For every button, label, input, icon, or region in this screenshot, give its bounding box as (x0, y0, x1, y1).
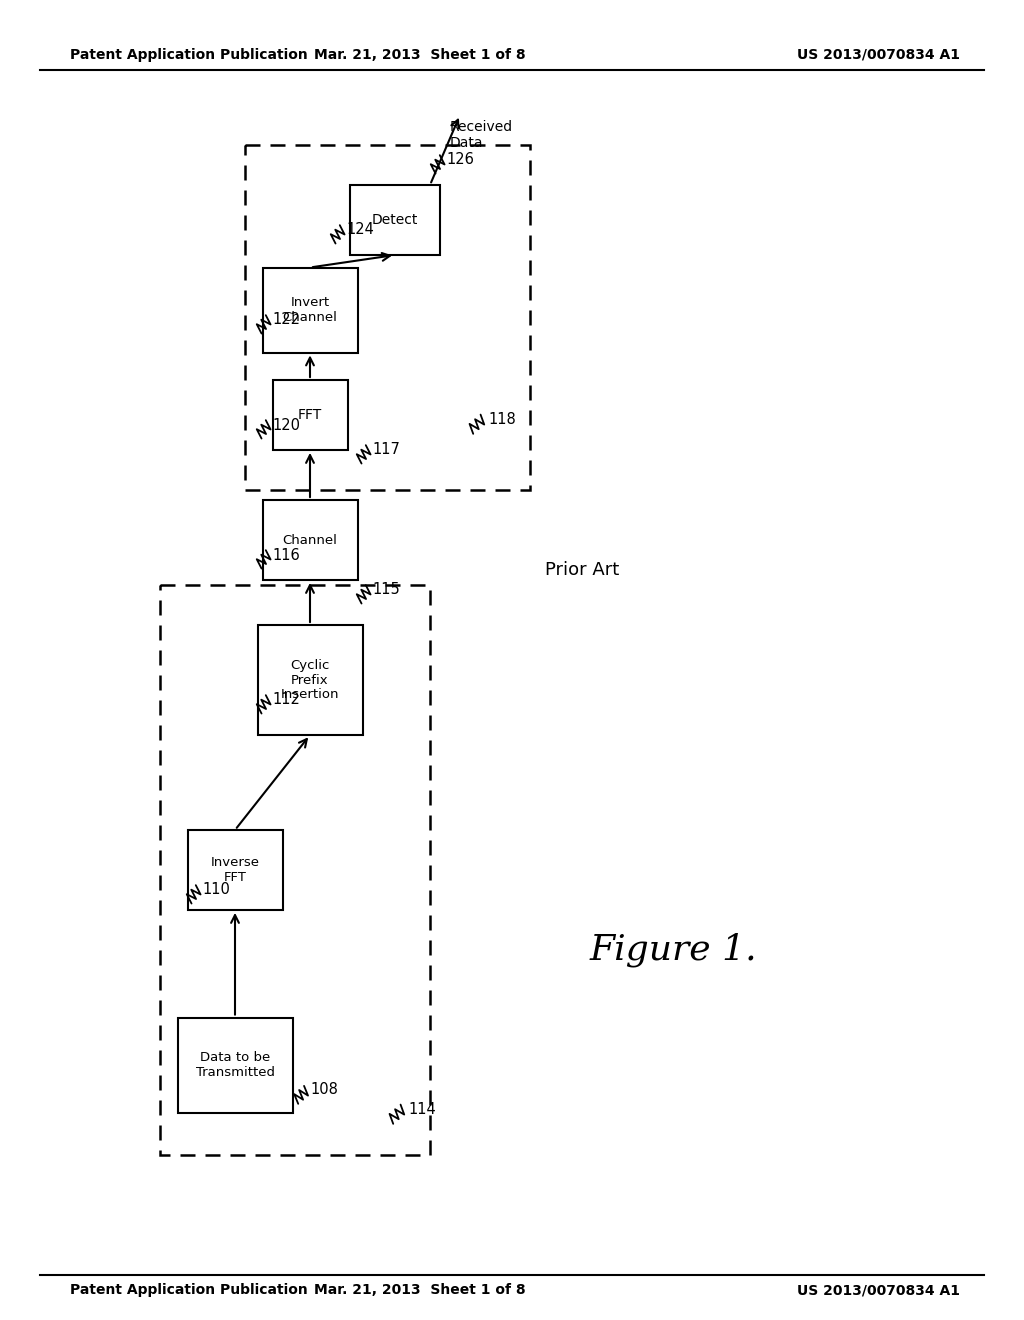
Text: Figure 1.: Figure 1. (590, 933, 758, 968)
Text: Channel: Channel (283, 533, 338, 546)
Text: Patent Application Publication: Patent Application Publication (70, 48, 308, 62)
Text: 112: 112 (272, 693, 300, 708)
Text: Inverse
FFT: Inverse FFT (211, 855, 259, 884)
Text: Detect: Detect (372, 213, 418, 227)
Text: Data to be
Transmitted: Data to be Transmitted (196, 1051, 274, 1078)
Text: US 2013/0070834 A1: US 2013/0070834 A1 (797, 48, 961, 62)
Text: Invert
Channel: Invert Channel (283, 296, 338, 323)
Text: 124: 124 (346, 223, 374, 238)
Text: 117: 117 (372, 442, 400, 458)
FancyBboxPatch shape (262, 268, 357, 352)
Text: 116: 116 (272, 548, 300, 562)
Text: 120: 120 (272, 417, 300, 433)
Text: Mar. 21, 2013  Sheet 1 of 8: Mar. 21, 2013 Sheet 1 of 8 (314, 48, 525, 62)
FancyBboxPatch shape (272, 380, 347, 450)
FancyBboxPatch shape (350, 185, 440, 255)
Text: 126: 126 (446, 153, 474, 168)
Text: 108: 108 (310, 1082, 338, 1097)
Text: FFT: FFT (298, 408, 323, 422)
Text: 122: 122 (272, 313, 300, 327)
Text: 118: 118 (488, 412, 516, 428)
Text: Cyclic
Prefix
Insertion: Cyclic Prefix Insertion (281, 659, 339, 701)
FancyBboxPatch shape (262, 500, 357, 579)
Text: 114: 114 (408, 1102, 436, 1118)
Text: 115: 115 (372, 582, 399, 598)
Text: Mar. 21, 2013  Sheet 1 of 8: Mar. 21, 2013 Sheet 1 of 8 (314, 1283, 525, 1298)
Text: US 2013/0070834 A1: US 2013/0070834 A1 (797, 1283, 961, 1298)
Text: Received
Data: Received Data (450, 120, 513, 150)
Text: Prior Art: Prior Art (545, 561, 620, 579)
Text: Patent Application Publication: Patent Application Publication (70, 1283, 308, 1298)
FancyBboxPatch shape (187, 830, 283, 909)
FancyBboxPatch shape (177, 1018, 293, 1113)
FancyBboxPatch shape (257, 624, 362, 735)
Text: 110: 110 (202, 883, 229, 898)
